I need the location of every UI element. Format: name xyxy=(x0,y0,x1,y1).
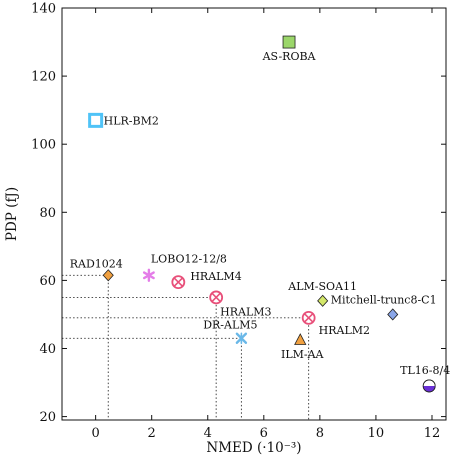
point-mitchell-trunc8-c1-label: Mitchell-trunc8-C1 xyxy=(331,293,437,306)
x-tick-label: 0 xyxy=(91,426,99,441)
point-ilm-aa-label: ILM-AA xyxy=(281,348,325,361)
point-hlr-bm2-label: HLR-BM2 xyxy=(104,114,159,127)
point-hralm2-label: HRALM2 xyxy=(319,324,370,337)
point-hralm3-label: HRALM3 xyxy=(220,305,271,318)
plot-frame xyxy=(61,7,447,421)
point-rad1024 xyxy=(102,269,114,282)
x-tick-label: 2 xyxy=(148,426,156,441)
point-hlr-bm2 xyxy=(88,112,104,128)
point-tl16-8-4-label: TL16-8/4 xyxy=(400,364,450,377)
point-hralm4 xyxy=(171,275,186,289)
data-points xyxy=(88,35,436,393)
y-tick-label: 100 xyxy=(31,138,56,153)
x-tick-label: 4 xyxy=(204,426,212,441)
y-tick-label: 60 xyxy=(39,274,56,289)
point-dr-alm5-label: DR-ALM5 xyxy=(203,318,257,331)
data-point-labels: AS-ROBA HLR-BM2 RAD1024 LOBO12-12/8 HRALM4 HR… xyxy=(70,50,450,377)
x-axis-title: NMED (·10⁻³) xyxy=(206,440,301,456)
x-tick-label: 8 xyxy=(316,426,324,441)
point-lobo12-12-8 xyxy=(142,268,155,282)
axis-ticks xyxy=(62,7,446,420)
y-tick-label: 80 xyxy=(39,206,56,221)
point-lobo12-12-8-label: LOBO12-12/8 xyxy=(151,252,227,265)
point-dr-alm5 xyxy=(235,332,248,345)
axis-tick-labels: 0 2 4 6 8 10 12 20 40 60 80 100 120 140 xyxy=(31,2,440,442)
x-tick-label: 6 xyxy=(260,426,268,441)
point-mitchell-trunc8-c1 xyxy=(387,308,399,321)
point-tl16-8-4 xyxy=(422,379,436,393)
point-as-roba-label: AS-ROBA xyxy=(262,50,317,63)
x-tick-label: 10 xyxy=(368,426,385,441)
point-hralm4-label: HRALM4 xyxy=(190,270,241,283)
point-ilm-aa xyxy=(294,333,307,345)
point-rad1024-label: RAD1024 xyxy=(70,257,123,270)
y-tick-label: 120 xyxy=(31,70,56,85)
pareto-guide-lines xyxy=(62,274,310,420)
x-tick-label: 12 xyxy=(424,426,441,441)
point-alm-soa11-label: ALM-SOA11 xyxy=(287,280,357,293)
point-alm-soa11 xyxy=(317,294,329,307)
y-tick-label: 140 xyxy=(31,2,56,17)
y-tick-label: 20 xyxy=(39,410,56,425)
y-tick-label: 40 xyxy=(39,342,56,357)
y-axis-title: PDP (fJ) xyxy=(4,187,20,241)
point-hralm2 xyxy=(301,310,316,325)
point-hralm3 xyxy=(209,290,224,305)
point-as-roba xyxy=(282,35,296,49)
